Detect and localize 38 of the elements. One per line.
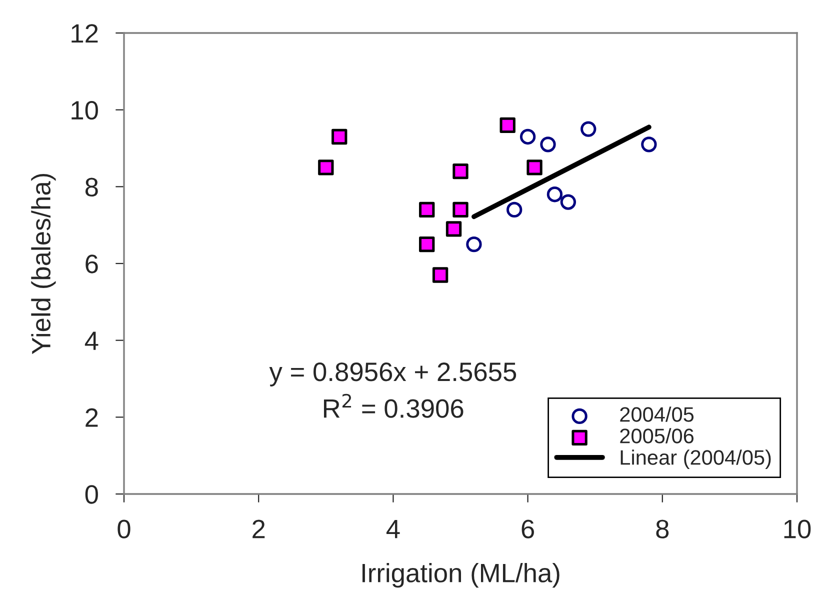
point xyxy=(419,236,435,252)
point xyxy=(641,136,657,152)
point xyxy=(452,163,468,180)
annotation: y = 0.8956x + 2.5655 xyxy=(269,362,516,386)
y-tick-label: 12 xyxy=(72,24,98,43)
annotation: R$^{2}$ = 0.3906 xyxy=(324,394,464,418)
y-tick-label: 8 xyxy=(85,178,98,196)
x-tick-label: 2 xyxy=(252,520,265,538)
x-tick-label: 8 xyxy=(656,520,669,538)
x-tick-label: 4 xyxy=(386,520,400,538)
point xyxy=(520,128,536,145)
legend-label: 2004/05 xyxy=(620,406,694,422)
legend-label: Linear (2004/05) xyxy=(620,450,771,469)
point xyxy=(506,202,522,218)
point xyxy=(419,202,435,218)
point xyxy=(318,160,334,176)
point xyxy=(526,160,542,176)
y-tick-label: 4 xyxy=(84,332,98,350)
x-tick-label: 10 xyxy=(784,520,811,538)
x-tick-label: 6 xyxy=(522,520,534,538)
y-tick-label: 6 xyxy=(86,254,98,274)
point xyxy=(432,267,448,283)
point xyxy=(452,202,468,218)
legend-label: 2005/06 xyxy=(620,428,694,444)
y-tick-label: 10 xyxy=(72,100,98,120)
x-axis-title: Irrigation (ML/ha) xyxy=(362,563,560,588)
y-tick-label: 0 xyxy=(85,485,98,504)
x-tick-label: 0 xyxy=(118,520,130,538)
point xyxy=(332,128,348,145)
point xyxy=(580,121,596,137)
point xyxy=(560,194,576,210)
point xyxy=(466,236,482,252)
point xyxy=(500,117,516,134)
point xyxy=(446,221,462,237)
point xyxy=(546,186,563,202)
y-tick-label: 2 xyxy=(86,408,98,427)
point xyxy=(540,136,556,152)
y-axis-title: Yield (bales/ha) xyxy=(31,174,56,354)
